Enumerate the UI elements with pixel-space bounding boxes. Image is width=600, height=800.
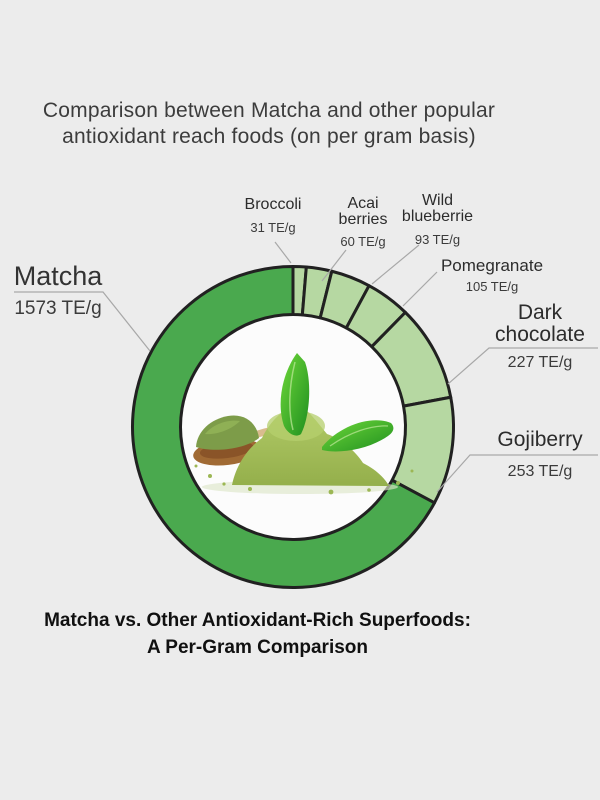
caption-line-1: Matcha vs. Other Antioxidant-Rich Superf… (44, 610, 471, 631)
chocolate-value: 227 TE/g (507, 354, 573, 371)
gojiberry-name: Gojiberry (497, 428, 583, 451)
chart-title-line-2: antioxidant reach foods (on per gram bas… (62, 125, 476, 148)
wild-name-line-2: blueberrie (401, 208, 474, 225)
donut-slices (131, 264, 455, 589)
matcha-value: 1573 TE/g (14, 298, 102, 319)
leader-dark-chocolate (447, 347, 598, 385)
matcha-name: Matcha (13, 261, 103, 291)
acai-name-line-2: berries (338, 211, 388, 228)
leaf-vertical-vein (289, 361, 296, 431)
leader-matcha (14, 291, 151, 352)
chart-title-line-1: Comparison between Matcha and other popu… (42, 99, 496, 122)
broccoli-name: Broccoli (244, 196, 302, 213)
label-gojiberry: Gojiberry 253 TE/g (480, 429, 600, 480)
leader-lines (14, 241, 598, 493)
acai-value: 60 TE/g (340, 234, 386, 249)
leader-pomegranate (402, 271, 438, 307)
label-pomegranate: Pomegranate 105 TE/g (427, 257, 557, 293)
label-acai-berries: Acai berries 60 TE/g (322, 195, 404, 249)
gojiberry-value: 253 TE/g (507, 463, 573, 480)
wild-name-line-1: Wild (421, 192, 454, 209)
leader-acai (321, 249, 347, 282)
broccoli-value: 31 TE/g (250, 220, 296, 235)
spoon-powder-mound (196, 415, 259, 450)
spoon-powder-highlight (205, 420, 240, 435)
caption-line-2: A Per-Gram Comparison (146, 637, 368, 658)
matcha-photo-illustration (193, 353, 414, 495)
leaf-right-vein (329, 425, 389, 447)
acai-name-line-1: Acai (347, 195, 379, 212)
leader-wild-blueberrie (371, 244, 420, 285)
pomegranate-value: 105 TE/g (465, 279, 519, 294)
leaf-right (322, 420, 394, 452)
leader-gojiberry (436, 454, 598, 493)
label-wild-blueberrie: Wild blueberrie 93 TE/g (390, 192, 485, 247)
label-matcha: Matcha 1573 TE/g (10, 262, 106, 319)
label-dark-chocolate: Dark chocolate 227 TE/g (480, 302, 600, 371)
leader-broccoli (274, 241, 292, 264)
leaf-vertical (280, 353, 310, 436)
label-broccoli: Broccoli 31 TE/g (223, 196, 323, 235)
donut-slice-matcha (131, 265, 436, 589)
bottom-caption: Matcha vs. Other Antioxidant-Rich Superf… (0, 607, 515, 661)
wild-value: 93 TE/g (414, 232, 461, 247)
pomegranate-name: Pomegranate (440, 256, 544, 275)
powder-scatter (194, 464, 414, 495)
chocolate-name-line-2: chocolate (495, 323, 585, 346)
chocolate-name-line-1: Dark (517, 301, 563, 324)
chart-title: Comparison between Matcha and other popu… (0, 98, 538, 150)
